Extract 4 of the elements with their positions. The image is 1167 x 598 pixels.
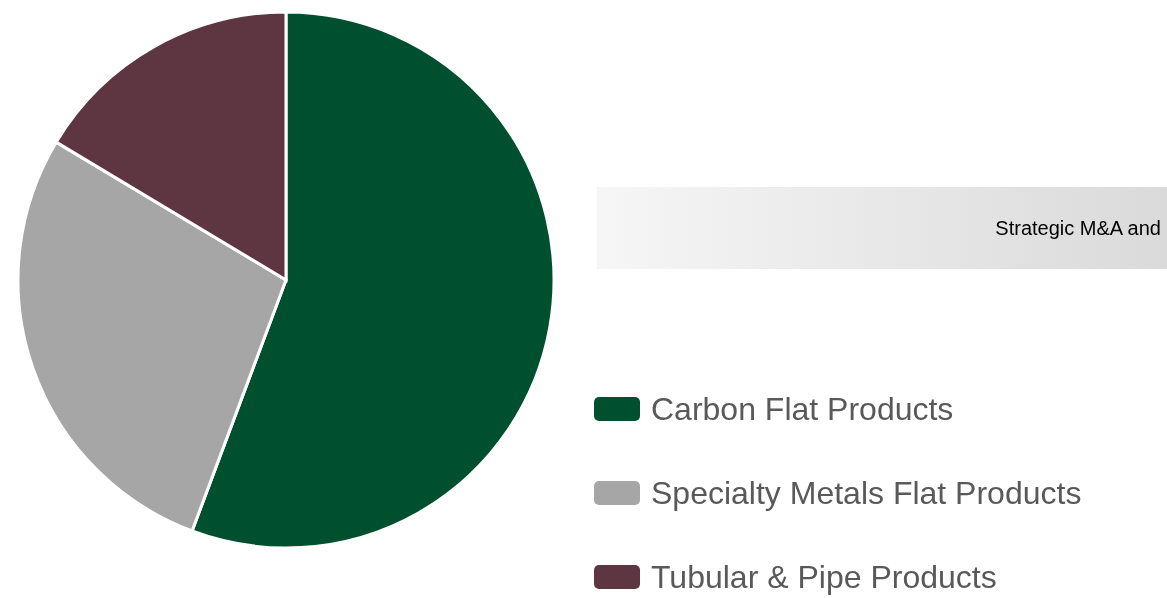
legend-label: Tubular & Pipe Products <box>651 558 997 596</box>
legend-label: Carbon Flat Products <box>651 390 954 428</box>
legend-label: Specialty Metals Flat Products <box>651 474 1082 512</box>
text: Strategic M&A and <box>995 216 1161 240</box>
